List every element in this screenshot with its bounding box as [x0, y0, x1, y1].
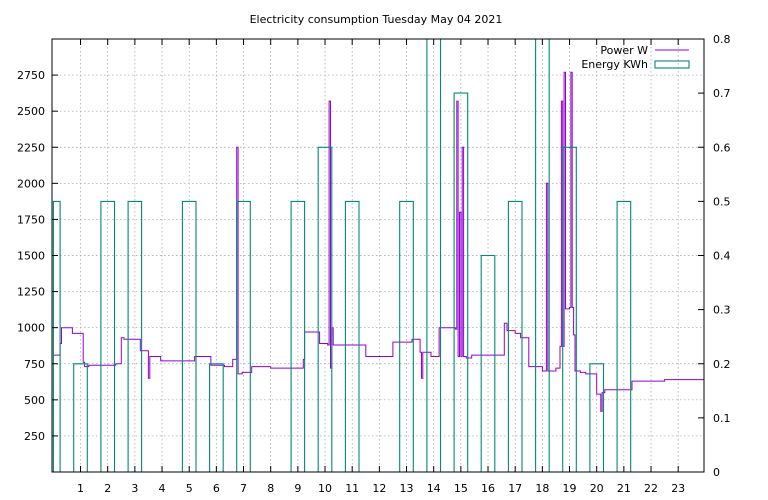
- y-tick-label: 2750: [17, 69, 45, 82]
- y-tick-label: 1250: [17, 286, 45, 299]
- y-tick-label: 2500: [17, 105, 45, 118]
- x-tick-label: 23: [671, 482, 685, 495]
- x-tick-label: 21: [617, 482, 631, 495]
- y2-tick-label: 0.5: [713, 195, 731, 208]
- series-layer: [52, 39, 704, 472]
- x-tick-label: 7: [240, 482, 247, 495]
- y-tick-label: 250: [24, 430, 45, 443]
- x-tick-label: 20: [590, 482, 604, 495]
- legend-label: Energy KWh: [581, 58, 648, 71]
- y2-tick-label: 0.6: [713, 141, 731, 154]
- x-tick-label: 19: [563, 482, 577, 495]
- y2-tick-label: 0.1: [713, 412, 731, 425]
- y2-tick-label: 0.7: [713, 87, 731, 100]
- y-tick-label: 500: [24, 394, 45, 407]
- series-power-w: [53, 71, 704, 412]
- x-tick-label: 8: [267, 482, 274, 495]
- x-tick-label: 4: [159, 482, 166, 495]
- series-energy-kwh: [52, 39, 632, 472]
- x-tick-label: 9: [294, 482, 301, 495]
- x-tick-label: 17: [508, 482, 522, 495]
- x-tick-label: 11: [345, 482, 359, 495]
- axes-ticks: 1 2 3 4 5 6 7 8 9 10 11 12 13 14 15 16 17 18 19 20 21 22 23250…: [17, 33, 731, 495]
- y-tick-label: 2250: [17, 141, 45, 154]
- x-tick-label: 1: [77, 482, 84, 495]
- x-tick-label: 13: [400, 482, 414, 495]
- x-tick-label: 18: [535, 482, 549, 495]
- y2-tick-label: 0.2: [713, 358, 731, 371]
- plot-frame: [51, 38, 705, 473]
- x-tick-label: 22: [644, 482, 658, 495]
- y-tick-label: 1500: [17, 250, 45, 263]
- x-tick-label: 16: [481, 482, 495, 495]
- legend-label: Power W: [600, 44, 648, 57]
- y2-tick-label: 0: [713, 466, 720, 479]
- chart-title: Electricity consumption Tuesday May 04 2…: [250, 13, 503, 26]
- x-tick-label: 5: [186, 482, 193, 495]
- x-tick-label: 12: [372, 482, 386, 495]
- y2-tick-label: 0.4: [713, 250, 731, 263]
- x-tick-label: 2: [104, 482, 111, 495]
- x-tick-label: 14: [427, 482, 441, 495]
- x-tick-label: 3: [131, 482, 138, 495]
- y2-tick-label: 0.3: [713, 304, 731, 317]
- x-tick-label: 15: [454, 482, 468, 495]
- x-tick-label: 10: [318, 482, 332, 495]
- y-tick-label: 1750: [17, 213, 45, 226]
- y-tick-label: 750: [24, 358, 45, 371]
- legend-swatch-energy: [654, 60, 690, 69]
- grid: [52, 39, 704, 472]
- x-tick-label: 6: [213, 482, 220, 495]
- y-tick-label: 2000: [17, 177, 45, 190]
- y-tick-label: 1000: [17, 322, 45, 335]
- y2-tick-label: 0.8: [713, 33, 731, 46]
